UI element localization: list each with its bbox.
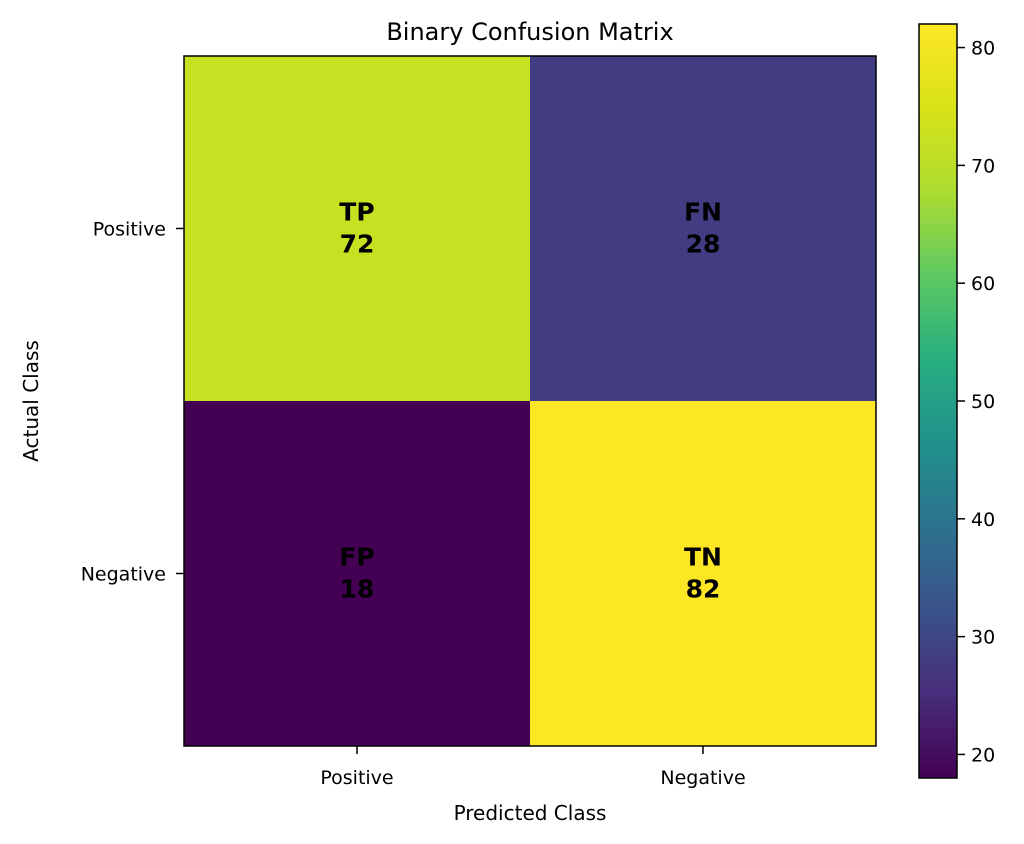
chart-title: Binary Confusion Matrix xyxy=(386,18,673,46)
heatmap-cell-labels: TP 72 FN 28 FP 18 TN 82 xyxy=(339,198,722,604)
cell-label: TP xyxy=(339,198,374,227)
plot-frame xyxy=(183,55,877,747)
colorbar-tick-label: 30 xyxy=(971,627,995,649)
cell-value-label: 82 xyxy=(686,575,721,604)
heatmap-cell xyxy=(184,401,530,746)
heatmap-cell xyxy=(184,56,530,401)
y-tick-label: Negative xyxy=(81,564,166,586)
heatmap-cell xyxy=(530,401,876,746)
cell-value-label: 72 xyxy=(340,230,375,259)
colorbar-tick-label: 20 xyxy=(971,744,995,766)
colorbar-tick-label: 50 xyxy=(971,391,995,413)
cell-label: FN xyxy=(684,198,722,227)
cell-label: FP xyxy=(339,543,374,572)
y-axis-label: Actual Class xyxy=(19,340,43,462)
colorbar xyxy=(918,23,958,779)
x-tick-label: Positive xyxy=(320,767,393,789)
cell-label: TN xyxy=(684,543,722,572)
cell-value-label: 28 xyxy=(686,230,721,259)
colorbar-tick-label: 60 xyxy=(971,273,995,295)
heatmap-cells xyxy=(184,56,876,746)
x-axis-ticks: Positive Negative xyxy=(320,746,746,789)
cell-value-label: 18 xyxy=(340,575,375,604)
x-tick-label: Negative xyxy=(660,767,745,789)
y-tick-label: Positive xyxy=(93,219,166,241)
heatmap-cell xyxy=(530,56,876,401)
x-axis-label: Predicted Class xyxy=(454,801,607,825)
y-axis-ticks: Positive Negative xyxy=(81,219,184,586)
colorbar-tick-label: 80 xyxy=(971,38,995,60)
colorbar-tick-label: 40 xyxy=(971,509,995,531)
colorbar-ticks: 20 30 40 50 60 70 80 xyxy=(957,38,995,766)
colorbar-tick-label: 70 xyxy=(971,155,995,177)
